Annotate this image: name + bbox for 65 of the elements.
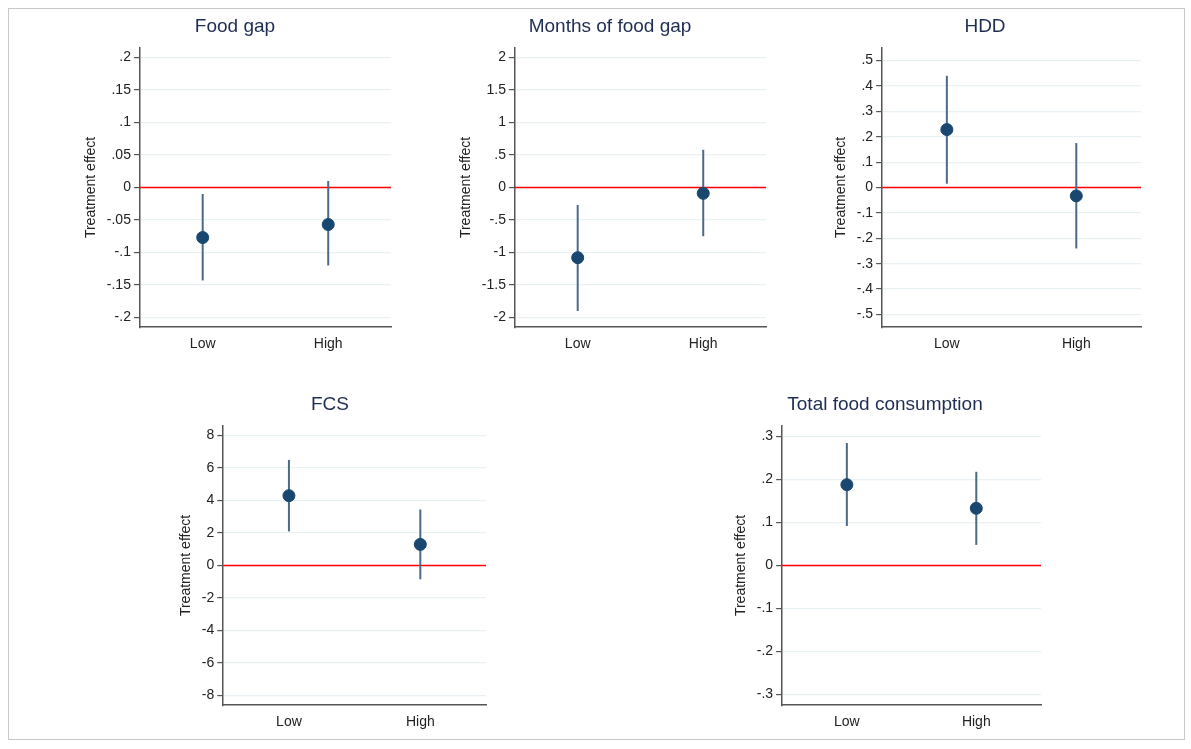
y-tick-label: 1.5 [486,80,507,97]
x-tick-label: Low [564,335,592,352]
y-tick-label: .1 [861,152,874,169]
y-axis-title: Treatment effect [832,136,849,239]
x-tick-label: High [313,335,343,352]
y-tick-label: 2 [206,523,215,540]
y-tick-label: 0 [765,556,774,573]
x-tick-label: High [961,713,991,730]
y-tick-label: 0 [865,178,874,195]
y-tick-label: -2 [201,588,215,605]
y-axis-title: Treatment effect [732,514,749,617]
y-tick-label: -.4 [856,279,874,296]
y-tick-label: -.3 [756,685,774,702]
y-tick-label: 4 [206,491,215,508]
y-axis-title: Treatment effect [457,136,474,239]
y-tick-label: .2 [861,127,874,144]
y-tick-label: -1.5 [481,275,507,292]
x-tick-label: High [1061,335,1091,352]
y-tick-label: .1 [119,113,132,130]
y-tick-label: .3 [761,427,774,444]
y-tick-label: .1 [761,513,774,530]
y-tick-label: .2 [119,48,132,65]
y-tick-label: 6 [206,458,215,475]
x-tick-label: Low [834,713,861,730]
y-axis-title: Treatment effect [177,514,194,617]
y-axis-title: Treatment effect [82,136,99,239]
chart-title: Food gap [194,14,276,36]
y-tick-label: -1 [493,243,507,260]
y-tick-label: 0 [498,178,507,195]
x-tick-label: Low [934,335,961,352]
chart-title: HDD [964,14,1006,36]
y-tick-label: .05 [111,145,132,162]
y-tick-label: 8 [206,426,215,443]
chart-title: Total food consumption [787,392,983,414]
y-tick-label: -.05 [106,210,132,227]
y-tick-label: -.2 [756,642,774,659]
y-tick-label: -.1 [756,599,774,616]
y-tick-label: -.5 [856,305,874,322]
y-tick-label: -.5 [489,210,507,227]
x-tick-label: High [405,713,435,730]
x-tick-label: Low [276,713,303,730]
y-tick-label: -.1 [856,203,874,220]
y-tick-label: -2 [493,308,507,325]
y-tick-label: -6 [201,653,215,670]
x-tick-label: High [688,335,718,352]
y-tick-label: -.3 [856,254,874,271]
y-tick-label: .5 [494,145,507,162]
y-tick-label: .3 [861,102,874,119]
y-tick-label: 0 [123,178,132,195]
y-tick-label: .5 [861,51,874,68]
y-tick-label: -4 [201,621,215,638]
y-tick-label: -.2 [114,308,132,325]
y-tick-label: .2 [761,470,774,487]
chart-title: FCS [311,392,349,414]
x-tick-label: Low [189,335,217,352]
y-tick-label: 0 [206,556,215,573]
y-tick-label: -.15 [106,275,132,292]
y-tick-label: 1 [498,113,507,130]
y-tick-label: .15 [111,80,132,97]
y-tick-label: 2 [498,48,507,65]
y-tick-label: -8 [201,686,215,703]
y-tick-label: .4 [861,76,874,93]
chart-title: Months of food gap [528,14,692,36]
y-tick-label: -.2 [856,229,874,246]
y-tick-label: -.1 [114,243,132,260]
